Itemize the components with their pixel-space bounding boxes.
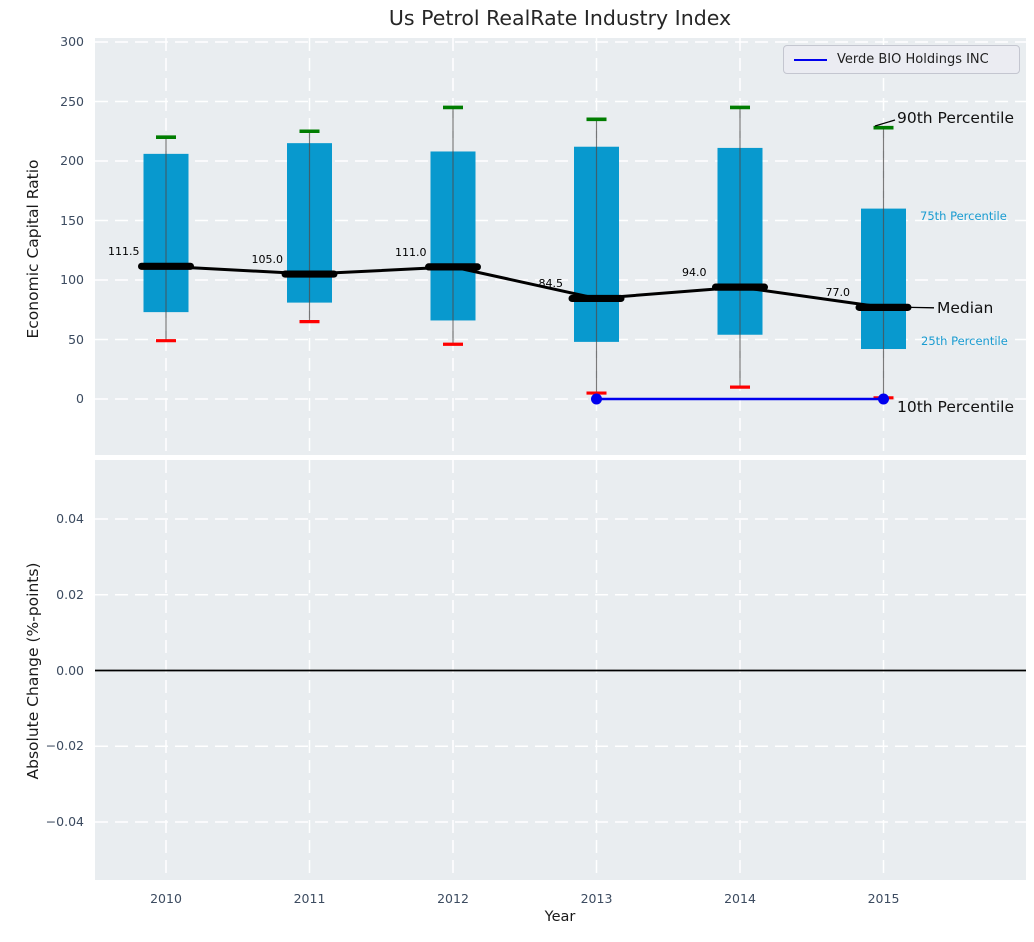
legend-label: Verde BIO Holdings INC bbox=[837, 52, 989, 67]
annotation-25th-percentile: 25th Percentile bbox=[921, 334, 1008, 348]
median-value-label: 94.0 bbox=[682, 266, 707, 280]
x-tick-label: 2015 bbox=[867, 891, 900, 906]
median-value-label: 111.5 bbox=[108, 245, 140, 259]
median-value-label: 111.0 bbox=[395, 245, 427, 259]
y-tick-label: 0.04 bbox=[56, 511, 84, 526]
median-bar bbox=[281, 270, 338, 278]
y-tick-label: 0 bbox=[76, 391, 84, 406]
median-bar bbox=[712, 283, 768, 291]
y-tick-label: 100 bbox=[60, 272, 84, 287]
annotation-10th-percentile: 10th Percentile bbox=[897, 398, 1015, 416]
median-value-label: 77.0 bbox=[825, 286, 851, 300]
median-bar bbox=[425, 263, 481, 271]
company-marker bbox=[878, 393, 889, 405]
x-tick-label: 2011 bbox=[293, 891, 326, 906]
median-value-label: 105.0 bbox=[251, 253, 284, 267]
y-tick-label: −0.02 bbox=[45, 738, 84, 754]
y-tick-label: 0.00 bbox=[56, 662, 84, 678]
median-bar bbox=[568, 294, 625, 303]
y-tick-label: 0.02 bbox=[56, 586, 84, 602]
median-bar bbox=[138, 262, 194, 270]
y-tick-label: 50 bbox=[68, 331, 84, 347]
median-trend-line bbox=[165, 264, 884, 309]
median-value-label: 84.5 bbox=[538, 277, 564, 291]
chart-title: Us Petrol RealRate Industry Index bbox=[388, 6, 732, 30]
annotation-leader-90th bbox=[874, 119, 896, 127]
x-tick-label: 2013 bbox=[580, 891, 613, 906]
legend-line-swatch bbox=[794, 58, 827, 61]
x-tick-label: 2010 bbox=[150, 891, 182, 906]
y-tick-label: 250 bbox=[60, 93, 84, 109]
annotation-median: Median bbox=[937, 299, 994, 317]
y-tick-label: −0.04 bbox=[45, 814, 84, 829]
annotation-90th-percentile: 90th Percentile bbox=[897, 109, 1015, 127]
annotation-75th-percentile: 75th Percentile bbox=[920, 209, 1007, 223]
y-tick-label: 300 bbox=[60, 34, 84, 49]
x-axis-label: Year bbox=[544, 909, 576, 925]
y-tick-label: 150 bbox=[60, 212, 84, 228]
x-tick-label: 2012 bbox=[437, 891, 469, 906]
y-tick-label: 200 bbox=[60, 153, 84, 168]
x-tick-label: 2014 bbox=[724, 891, 756, 906]
top-y-axis-label: Economic Capital Ratio bbox=[24, 159, 42, 339]
company-marker bbox=[591, 393, 602, 405]
legend: Verde BIO Holdings INC bbox=[783, 45, 1020, 74]
median-bar bbox=[855, 303, 912, 311]
